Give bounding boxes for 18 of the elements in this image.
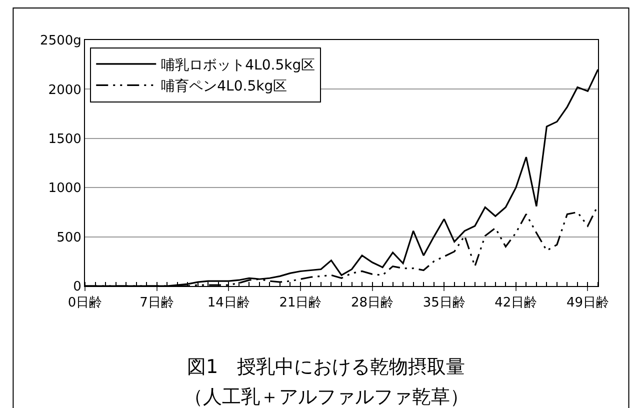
y-tick-label: 2000 [48,82,82,98]
x-tick-label: 42日齢 [494,296,538,311]
y-tick-label: 1000 [48,181,82,196]
y-tick-label: 500 [56,230,82,246]
x-tick-label: 21日齢 [279,296,322,311]
x-tick-label: 28日齢 [351,296,394,311]
y-tick-label: 1500 [48,132,82,147]
x-tick-label: 0日齢 [68,296,102,311]
legend-label: 哺育ペン4L0.5kg区 [161,78,288,95]
y-tick-label: 2500g [40,34,82,49]
x-tick-label: 14日齢 [207,296,250,311]
x-tick-label: 7日齢 [140,296,174,311]
text: 図1 授乳中における乾物摂取量 [187,356,466,378]
x-tick-label: 35日齢 [422,296,466,311]
x-tick-label: 49日齢 [566,296,610,311]
legend-label: 哺乳ロボット4L0.5kg区 [161,57,316,74]
text: （人工乳＋アルファルファ乾草） [184,386,469,408]
y-tick-label: 0 [73,280,82,295]
